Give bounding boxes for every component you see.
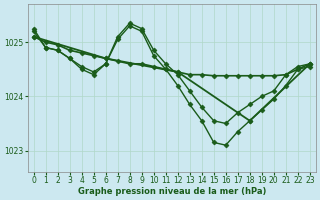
X-axis label: Graphe pression niveau de la mer (hPa): Graphe pression niveau de la mer (hPa) — [77, 187, 266, 196]
